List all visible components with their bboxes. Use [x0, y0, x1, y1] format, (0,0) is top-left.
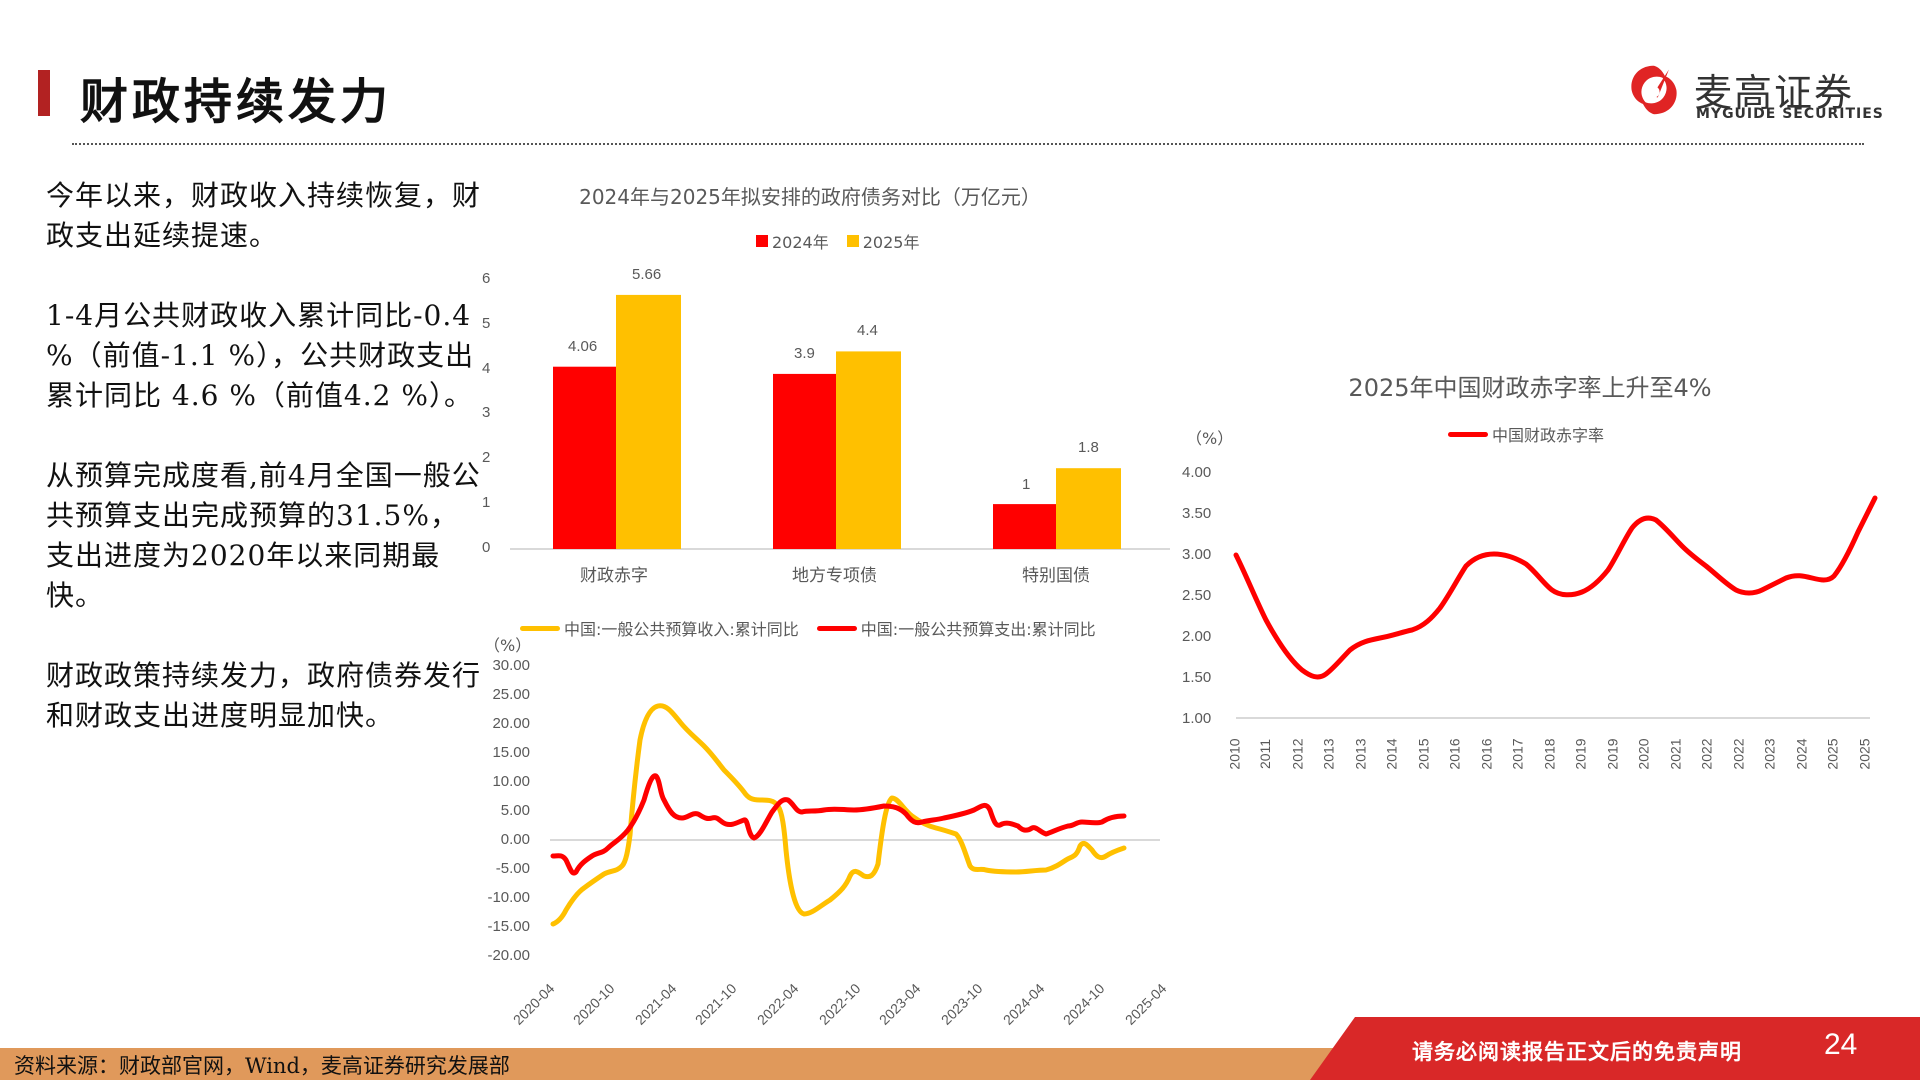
- paragraph-4: 财政政策持续发力，政府债券发行和财政支出进度明显加快。: [46, 659, 482, 732]
- legend-item-revenue: 中国:一般公共预算收入:累计同比: [520, 616, 799, 640]
- expenditure-line: [550, 773, 1127, 876]
- bar-chart-legend: 2024年 2025年: [756, 229, 929, 253]
- logo-text-cn: 麦高证券: [1694, 71, 1855, 115]
- deficit-chart-plot: [1233, 495, 1878, 719]
- page-title: 财政持续发力: [80, 74, 393, 130]
- bar-2025-local-bond: [836, 351, 901, 549]
- deficit-chart-title: 2025年中国财政赤字率上升至4%: [1348, 374, 1712, 402]
- bar-chart-title: 2024年与2025年拟安排的政府债务对比（万亿元）: [579, 185, 1041, 209]
- bar-2024-local-bond: [773, 373, 836, 549]
- deficit-chart-unit: （%）: [1186, 429, 1234, 448]
- legend-swatch-red: [756, 235, 768, 247]
- legend-line-red: [816, 625, 857, 631]
- paragraph-3: 从预算完成度看,前4月全国一般公共预算支出完成预算的31.5%，支出进度为202…: [46, 459, 481, 612]
- legend-item-2024: 2024年: [756, 229, 829, 253]
- budget-line-unit: （%）: [484, 636, 532, 655]
- title-accent-bar: [38, 70, 50, 116]
- logo-text-en: MYGUIDE SECURITIES: [1696, 106, 1884, 122]
- myguide-logo-icon: [1631, 65, 1677, 115]
- deficit-chart-legend: 中国财政赤字率: [1448, 422, 1614, 446]
- body-text: 今年以来，财政收入持续恢复，财政支出延续提速。 1-4月公共财政收入累计同比-0…: [46, 176, 486, 776]
- page-number: 24: [1824, 1028, 1858, 1061]
- company-logo: 麦高证券 MYGUIDE SECURITIES: [1622, 58, 1912, 128]
- header-divider: [72, 143, 1864, 145]
- deficit-rate-line: [1233, 495, 1878, 680]
- footer-disclaimer: 请务必阅读报告正文后的免责声明: [1412, 1039, 1742, 1064]
- budget-line-legend: 中国:一般公共预算收入:累计同比 中国:一般公共预算支出:累计同比: [520, 616, 1106, 640]
- legend-line-red: [1448, 431, 1488, 437]
- bar-2024-deficit: [553, 366, 616, 549]
- legend-line-yellow: [520, 625, 560, 631]
- paragraph-2: 1-4月公共财政收入累计同比-0.4 %（前值-1.1 %），公共财政支出累计同…: [46, 299, 475, 412]
- footer-source-band: [0, 1048, 1340, 1080]
- bar-2024-special-bond: [993, 504, 1056, 549]
- budget-line-plot: [550, 703, 1160, 927]
- legend-swatch-yellow: [846, 235, 859, 247]
- footer-disclaimer-band: [1310, 1017, 1920, 1080]
- footer-source-text: 资料来源：财政部官网，Wind，麦高证券研究发展部: [14, 1054, 510, 1078]
- bar-2025-deficit: [616, 294, 681, 549]
- paragraph-1: 今年以来，财政收入持续恢复，财政支出延续提速。: [46, 179, 482, 252]
- legend-item-deficit: 中国财政赤字率: [1448, 422, 1604, 446]
- legend-item-expenditure: 中国:一般公共预算支出:累计同比: [816, 616, 1096, 640]
- bar-chart-plot: [510, 294, 1170, 550]
- bar-2025-special-bond: [1056, 468, 1121, 549]
- legend-item-2025: 2025年: [846, 229, 919, 253]
- revenue-line: [550, 703, 1127, 927]
